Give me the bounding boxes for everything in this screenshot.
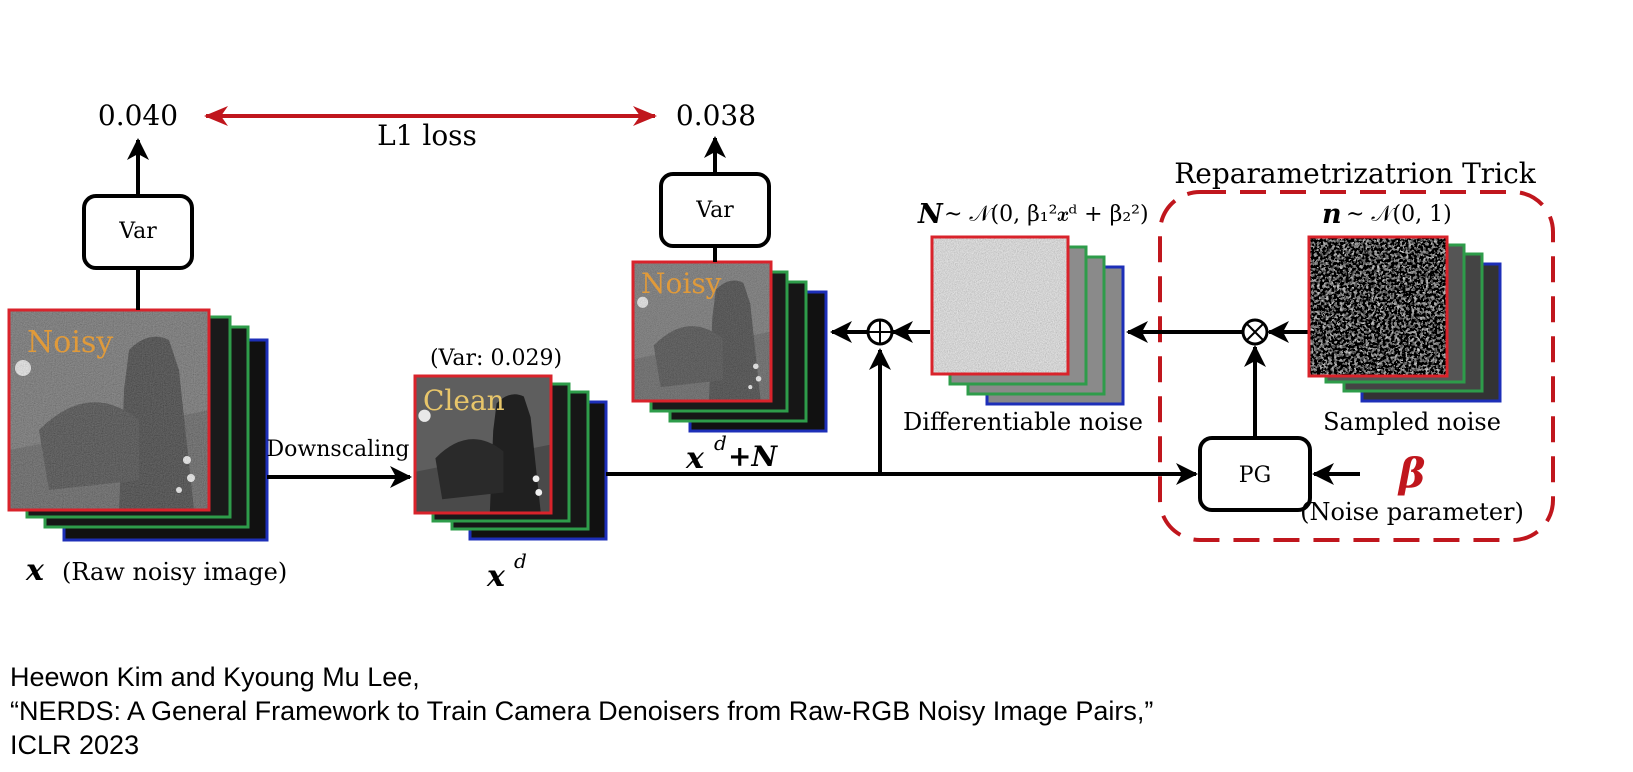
citation: Heewon Kim and Kyoung Mu Lee, “NERDS: A … xyxy=(10,660,1153,762)
diff-noise-caption: Differentiable noise xyxy=(903,408,1143,436)
pg-box xyxy=(1198,436,1312,512)
clean-image-stack: Clean xyxy=(413,374,608,541)
diff-noise-formula-rest: ~ 𝒩(0, β₁²𝒙ᵈ + β₂²) xyxy=(944,202,1149,227)
noisy-output-stack: Noisy xyxy=(631,260,828,433)
noisy-output-caption-base: 𝒙 xyxy=(685,441,705,476)
raw-caption-symbol: 𝒙 xyxy=(25,553,45,588)
reparam-dashed-box xyxy=(1158,190,1555,542)
reparam-title: Reparametrizatrion Trick xyxy=(1174,157,1537,190)
noisy-output-caption-sup: d xyxy=(714,431,727,455)
mul-operator-d2 xyxy=(1246,323,1264,341)
sampled-formula-lead: 𝒏 xyxy=(1322,199,1342,230)
beta-caption: (Noise parameter) xyxy=(1300,498,1524,526)
loss-left-value: 0.040 xyxy=(98,99,178,132)
loss-right-value: 0.038 xyxy=(676,99,756,132)
sampled-noise-stack xyxy=(1307,235,1502,403)
citation-title: “NERDS: A General Framework to Train Cam… xyxy=(10,696,1154,726)
noisy-output-caption-rest: +𝑵 xyxy=(728,440,778,473)
var-box-1-label: Var xyxy=(118,219,157,244)
differentiable-noise-image xyxy=(932,237,1068,374)
citation-authors: Heewon Kim and Kyoung Mu Lee, xyxy=(10,662,420,692)
diff-noise-formula-lead: 𝑵 xyxy=(917,199,944,230)
clean-caption-sup: d xyxy=(514,549,527,573)
clean-overlay-label: Clean xyxy=(423,384,505,417)
clean-var-note: (Var: 0.029) xyxy=(430,346,562,371)
noisy-output-overlay-label: Noisy xyxy=(641,267,722,300)
var-box-2-label: Var xyxy=(695,198,734,223)
raw-image-stack: Noisy xyxy=(7,308,269,542)
sampled-formula-rest: ~ 𝒩(0, 1) xyxy=(1346,202,1452,227)
citation-venue: ICLR 2023 xyxy=(10,730,140,760)
sampled-noise-image xyxy=(1309,237,1447,376)
l1-loss-label: L1 loss xyxy=(377,119,477,152)
clean-caption-base: 𝒙 xyxy=(486,559,506,594)
raw-caption-text: (Raw noisy image) xyxy=(62,558,287,586)
clean-image xyxy=(415,376,551,513)
pg-label: PG xyxy=(1239,463,1271,488)
sampled-noise-caption: Sampled noise xyxy=(1323,408,1501,436)
differentiable-noise-stack xyxy=(930,235,1125,406)
raw-overlay-label: Noisy xyxy=(27,325,113,360)
beta-symbol: β xyxy=(1397,450,1426,497)
downscaling-label: Downscaling xyxy=(267,437,410,462)
